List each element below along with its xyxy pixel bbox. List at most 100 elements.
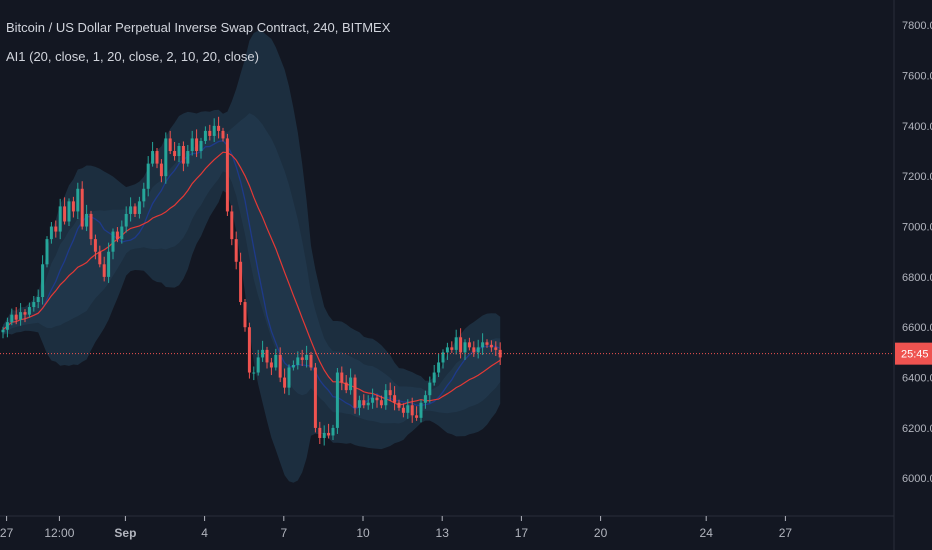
candle[interactable] <box>252 366 256 381</box>
candle[interactable] <box>111 228 115 260</box>
candle[interactable] <box>151 141 155 167</box>
candle[interactable] <box>85 204 89 232</box>
candle[interactable] <box>476 339 480 359</box>
candle[interactable] <box>133 203 137 217</box>
candle[interactable] <box>181 141 185 172</box>
candle[interactable] <box>49 222 53 244</box>
candle[interactable] <box>41 255 45 305</box>
candle[interactable] <box>67 198 71 227</box>
candle[interactable] <box>239 252 243 306</box>
candle[interactable] <box>19 303 23 326</box>
candle[interactable] <box>212 118 216 142</box>
candle[interactable] <box>261 340 265 362</box>
candle[interactable] <box>58 198 62 240</box>
candle[interactable] <box>120 220 124 244</box>
candle[interactable] <box>71 196 75 218</box>
candle[interactable] <box>234 231 238 270</box>
candle[interactable] <box>454 329 458 355</box>
candle[interactable] <box>63 197 67 225</box>
candle[interactable] <box>432 364 436 386</box>
candle[interactable] <box>419 399 423 423</box>
candle[interactable] <box>489 340 493 352</box>
candle[interactable] <box>186 144 190 167</box>
candle[interactable] <box>23 309 27 323</box>
candle[interactable] <box>375 394 379 408</box>
candle[interactable] <box>393 386 397 411</box>
candle[interactable] <box>349 368 353 395</box>
candle[interactable] <box>340 366 344 391</box>
candle[interactable] <box>318 421 322 445</box>
time-axis[interactable]: 27 12:00 Sep 4 7 10 13 17 20 24 27 <box>0 516 792 540</box>
candle[interactable] <box>36 289 40 309</box>
candle[interactable] <box>498 342 502 365</box>
candle[interactable] <box>177 142 181 163</box>
candle[interactable] <box>305 345 309 368</box>
candle[interactable] <box>208 124 212 141</box>
candle[interactable] <box>5 317 9 338</box>
candle[interactable] <box>379 395 383 409</box>
candle[interactable] <box>472 341 476 357</box>
candle[interactable] <box>450 341 454 353</box>
candle[interactable] <box>410 397 414 423</box>
candle[interactable] <box>137 196 141 219</box>
candle[interactable] <box>225 133 229 216</box>
candle[interactable] <box>353 374 357 414</box>
candle[interactable] <box>437 353 441 378</box>
candle[interactable] <box>283 368 287 394</box>
candle[interactable] <box>406 399 410 419</box>
candle[interactable] <box>247 322 251 379</box>
candle[interactable] <box>98 245 102 268</box>
candle[interactable] <box>217 116 221 139</box>
candle[interactable] <box>115 227 119 243</box>
candle[interactable] <box>256 349 260 376</box>
candle[interactable] <box>80 181 84 230</box>
candle[interactable] <box>467 337 471 351</box>
candle[interactable] <box>32 296 36 312</box>
candle[interactable] <box>287 364 291 396</box>
candle[interactable] <box>159 159 163 183</box>
candle[interactable] <box>384 384 388 410</box>
candle[interactable] <box>428 376 432 403</box>
candle[interactable] <box>362 394 366 409</box>
candle[interactable] <box>54 220 58 238</box>
candle[interactable] <box>313 362 317 433</box>
candle[interactable] <box>357 395 361 416</box>
candle[interactable] <box>27 302 31 318</box>
candle[interactable] <box>76 182 80 219</box>
candle[interactable] <box>296 351 300 370</box>
candle[interactable] <box>164 132 168 184</box>
candle[interactable] <box>335 367 339 434</box>
candle[interactable] <box>195 129 199 158</box>
candle[interactable] <box>327 423 331 439</box>
candle[interactable] <box>423 390 427 409</box>
candle[interactable] <box>331 424 335 440</box>
candle[interactable] <box>485 339 489 348</box>
candle[interactable] <box>142 182 146 208</box>
candle[interactable] <box>10 308 14 326</box>
candle[interactable] <box>203 126 207 144</box>
candle[interactable] <box>445 342 449 360</box>
candle[interactable] <box>274 348 278 371</box>
candle[interactable] <box>463 339 467 360</box>
candle[interactable] <box>45 236 49 268</box>
candles[interactable] <box>1 116 502 446</box>
candle[interactable] <box>155 148 159 169</box>
candle[interactable] <box>371 388 375 409</box>
candle[interactable] <box>102 256 106 282</box>
candle[interactable] <box>199 137 203 159</box>
candle[interactable] <box>481 333 485 355</box>
candle[interactable] <box>309 351 313 371</box>
candle[interactable] <box>243 299 247 332</box>
candle[interactable] <box>459 328 463 359</box>
candle[interactable] <box>388 382 392 402</box>
candle[interactable] <box>230 205 234 246</box>
candle[interactable] <box>322 425 326 446</box>
price-axis[interactable]: 6000.0 6200.0 6400.0 6600.0 6800.0 7000.0 7200… <box>902 20 932 485</box>
candle[interactable] <box>401 403 405 418</box>
candle[interactable] <box>415 406 419 421</box>
candle[interactable] <box>107 242 111 283</box>
candle[interactable] <box>146 156 150 197</box>
candle[interactable] <box>278 347 282 383</box>
candle[interactable] <box>300 349 304 366</box>
candle[interactable] <box>291 360 295 371</box>
